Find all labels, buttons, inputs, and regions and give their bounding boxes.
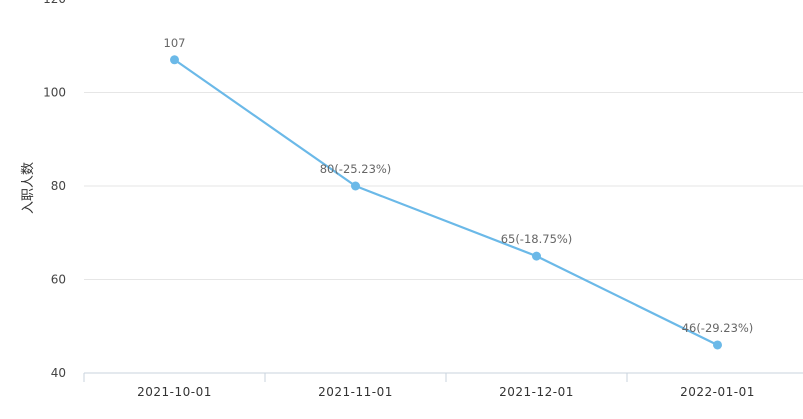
y-tick-label: 60 (51, 273, 66, 287)
x-tick-label: 2021-11-01 (318, 385, 393, 399)
data-point[interactable] (170, 55, 179, 65)
data-label: 107 (164, 36, 186, 50)
axes: 40 60 80 100 120 2021-10-01 2021-11-01 2021-12-… (43, 0, 803, 399)
data-point[interactable] (351, 181, 360, 191)
data-label: 65(-18.75%) (501, 232, 573, 246)
data-point[interactable] (713, 340, 722, 350)
series (170, 55, 722, 350)
grid-lines (84, 92, 803, 280)
data-label: 46(-29.23%) (682, 321, 754, 335)
y-tick-label: 40 (51, 366, 66, 380)
y-tick-label: 120 (43, 0, 66, 6)
series-line (173, 58, 719, 347)
y-axis-title: 入职人数 (21, 162, 36, 214)
data-labels: 107 80(-25.23%) 65(-18.75%) 46(-29.23%) (164, 36, 754, 335)
y-tick-label: 80 (51, 179, 66, 193)
x-tick-label: 2021-10-01 (137, 385, 212, 399)
x-tick-label: 2022-01-01 (680, 385, 755, 399)
data-point[interactable] (532, 251, 541, 261)
data-label: 80(-25.23%) (320, 162, 392, 176)
x-tick-label: 2021-12-01 (499, 385, 574, 399)
y-tick-label: 100 (43, 86, 66, 100)
